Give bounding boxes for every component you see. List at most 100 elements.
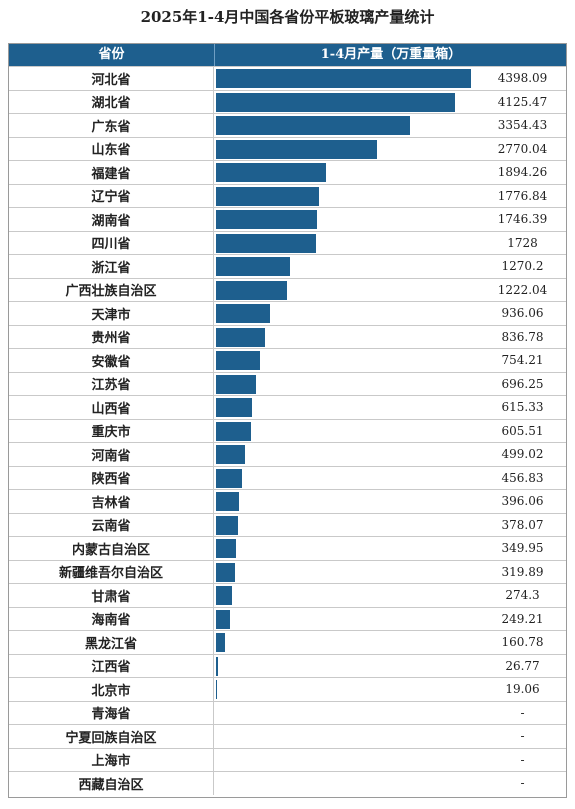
value-label: 274.3 (505, 588, 540, 603)
province-label: 河北省 (9, 67, 214, 90)
table-row: 新疆维吾尔自治区 319.89 (9, 559, 566, 583)
value-label: 696.25 (501, 376, 544, 391)
value-label: 19.06 (505, 682, 540, 697)
value-label: 615.33 (501, 400, 544, 415)
chart-title: 2025年1-4月中国各省份平板玻璃产量统计 (140, 8, 435, 26)
value-label: 2770.04 (497, 141, 548, 156)
table-row: 河南省 499.02 (9, 442, 566, 466)
province-label: 陕西省 (9, 466, 214, 489)
bar (216, 210, 318, 229)
table-row: 山东省 2770.04 (9, 136, 566, 160)
province-label: 安徽省 (9, 349, 214, 372)
table-row: 广西壮族自治区 1222.04 (9, 277, 566, 301)
table-row: 福建省 1894.26 (9, 160, 566, 184)
value-label: 1746.39 (497, 212, 548, 227)
value-label: 378.07 (501, 517, 544, 532)
value-label: 249.21 (501, 611, 544, 626)
province-label: 天津市 (9, 302, 214, 325)
province-label: 北京市 (9, 678, 214, 701)
bar (216, 327, 265, 347)
bar (216, 92, 456, 112)
table-row: 江苏省 696.25 (9, 371, 566, 395)
value-label: 4398.09 (497, 71, 548, 86)
province-label: 广西壮族自治区 (9, 278, 214, 301)
value-label: - (520, 776, 525, 791)
table-row: 江西省 26.77 (9, 653, 566, 677)
value-label: 160.78 (501, 635, 544, 650)
value-label: 1222.04 (497, 282, 548, 297)
value-label: 936.06 (501, 306, 544, 321)
value-label: 605.51 (501, 423, 544, 438)
table-row: 山西省 615.33 (9, 395, 566, 419)
value-label: 396.06 (501, 494, 544, 509)
bar (216, 421, 252, 441)
value-label: 349.95 (501, 541, 544, 556)
province-label: 四川省 (9, 231, 214, 254)
province-label: 河南省 (9, 443, 214, 466)
province-label: 西藏自治区 (9, 772, 214, 795)
value-label: 26.77 (505, 658, 540, 673)
chart-table: 省份 1-4月产量（万重量箱） 河北省 4398.09 湖北省 4125.47 广东省 3… (8, 43, 567, 798)
table-row: 青海省 - (9, 700, 566, 724)
table-row: 湖北省 4125.47 (9, 89, 566, 113)
bar (216, 609, 231, 629)
province-label: 广东省 (9, 114, 214, 137)
table-row: 贵州省 836.78 (9, 324, 566, 348)
table-row: 广东省 3354.43 (9, 113, 566, 137)
table-row: 吉林省 396.06 (9, 489, 566, 513)
table-row: 辽宁省 1776.84 (9, 183, 566, 207)
bar (216, 233, 317, 253)
table-row: 黑龙江省 160.78 (9, 630, 566, 654)
province-label: 福建省 (9, 161, 214, 184)
table-row: 重庆市 605.51 (9, 418, 566, 442)
value-label: 3354.43 (497, 118, 548, 133)
bar (216, 116, 411, 135)
value-label: 1894.26 (497, 165, 548, 180)
table-row: 天津市 936.06 (9, 301, 566, 325)
table-row: 河北省 4398.09 (9, 66, 566, 90)
province-label: 云南省 (9, 513, 214, 536)
bar (216, 186, 320, 206)
bar (216, 515, 238, 535)
header-province: 省份 (98, 47, 125, 62)
bar (216, 492, 239, 511)
bar (216, 163, 326, 182)
bar (216, 633, 226, 652)
province-label: 甘肃省 (9, 584, 214, 607)
value-label: - (520, 705, 525, 720)
table-header: 省份 1-4月产量（万重量箱） (9, 44, 566, 66)
bar (216, 257, 290, 276)
province-label: 重庆市 (9, 419, 214, 442)
province-label: 黑龙江省 (9, 631, 214, 654)
province-label: 辽宁省 (9, 184, 214, 207)
table-row: 海南省 249.21 (9, 606, 566, 630)
table-row: 内蒙古自治区 349.95 (9, 536, 566, 560)
value-label: - (520, 729, 525, 744)
value-label: - (520, 752, 525, 767)
bar (216, 139, 377, 159)
value-label: 1728 (507, 235, 538, 250)
province-label: 上海市 (9, 748, 214, 771)
bar (216, 280, 287, 300)
value-label: 319.89 (501, 564, 544, 579)
bar (216, 304, 271, 323)
province-label: 江苏省 (9, 372, 214, 395)
province-label: 吉林省 (9, 490, 214, 513)
value-label: 4125.47 (497, 94, 548, 109)
province-label: 宁夏回族自治区 (9, 725, 214, 748)
province-label: 山西省 (9, 396, 214, 419)
value-label: 754.21 (501, 353, 544, 368)
province-label: 山东省 (9, 137, 214, 160)
header-production: 1-4月产量（万重量箱） (214, 44, 567, 66)
bar (216, 539, 237, 558)
bar (216, 468, 243, 488)
province-label: 湖北省 (9, 90, 214, 113)
bar (216, 586, 232, 605)
province-label: 青海省 (9, 701, 214, 724)
bar (216, 656, 218, 676)
table-row: 北京市 19.06 (9, 677, 566, 701)
province-label: 江西省 (9, 654, 214, 677)
province-label: 内蒙古自治区 (9, 537, 214, 560)
table-row: 四川省 1728 (9, 230, 566, 254)
province-label: 海南省 (9, 607, 214, 630)
